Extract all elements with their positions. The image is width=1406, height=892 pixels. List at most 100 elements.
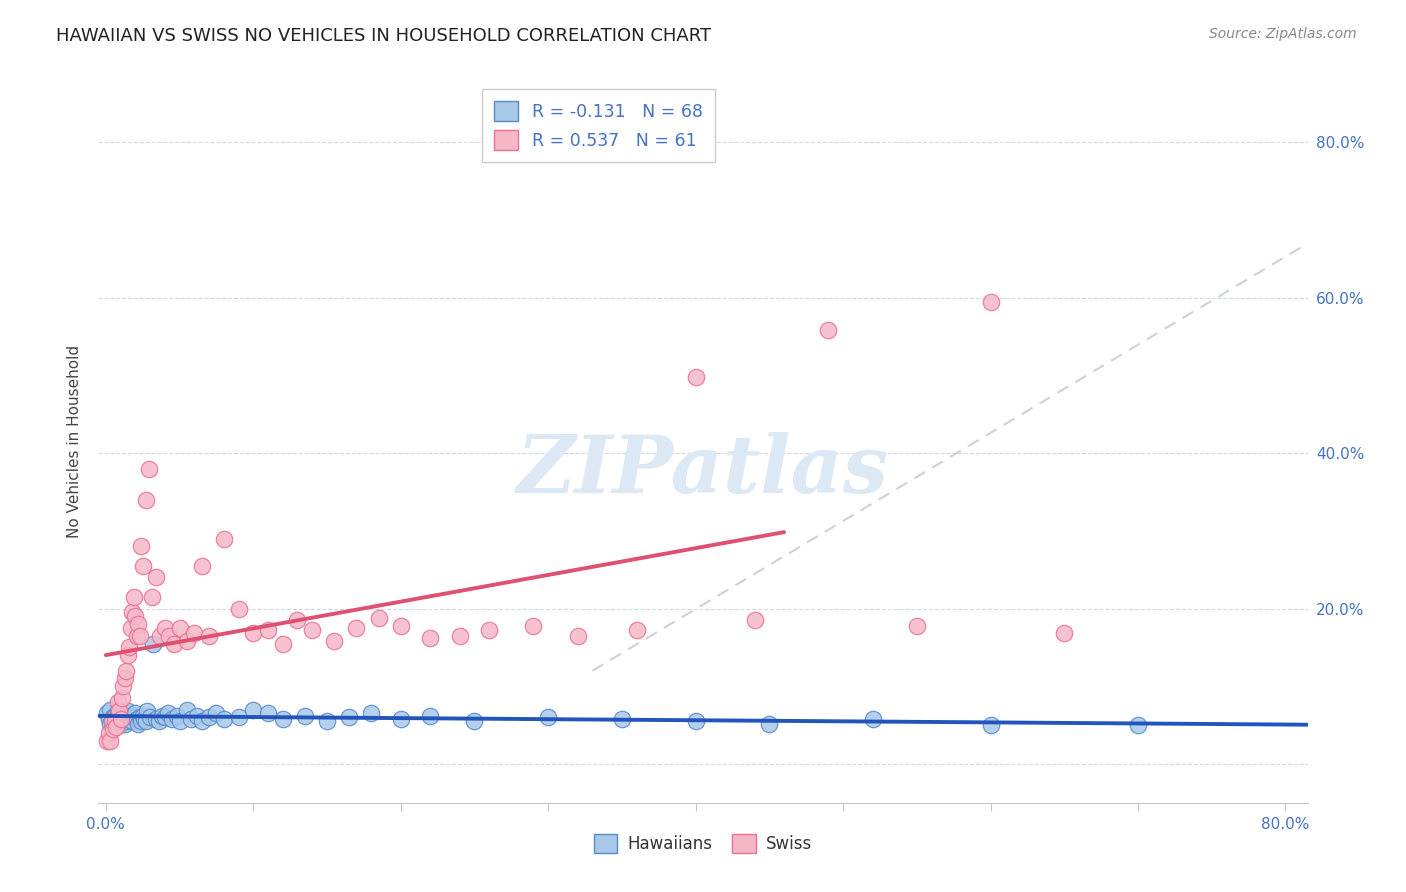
Point bbox=[101, 722, 124, 736]
Point bbox=[522, 618, 544, 632]
Point bbox=[125, 712, 148, 726]
Point bbox=[136, 704, 159, 718]
Point bbox=[96, 706, 118, 721]
Text: HAWAIIAN VS SWISS NO VEHICLES IN HOUSEHOLD CORRELATION CHART: HAWAIIAN VS SWISS NO VEHICLES IN HOUSEHO… bbox=[56, 27, 711, 45]
Point bbox=[287, 613, 309, 627]
Point bbox=[242, 626, 264, 640]
Point bbox=[118, 640, 141, 655]
Point bbox=[135, 714, 157, 729]
Point bbox=[101, 710, 124, 724]
Point bbox=[156, 706, 179, 721]
Point bbox=[122, 590, 145, 604]
Point bbox=[149, 629, 172, 643]
Legend: Hawaiians, Swiss: Hawaiians, Swiss bbox=[588, 827, 818, 860]
Point bbox=[337, 710, 360, 724]
Point bbox=[980, 718, 1002, 732]
Point bbox=[145, 570, 167, 584]
Point bbox=[128, 710, 150, 724]
Point bbox=[128, 629, 150, 643]
Point bbox=[117, 704, 139, 718]
Point bbox=[121, 606, 143, 620]
Point bbox=[257, 624, 280, 638]
Point bbox=[115, 714, 138, 729]
Point bbox=[862, 712, 884, 726]
Point bbox=[129, 540, 152, 554]
Point bbox=[160, 712, 183, 726]
Point bbox=[107, 704, 129, 718]
Point bbox=[157, 629, 180, 643]
Point bbox=[198, 629, 221, 643]
Point bbox=[117, 648, 139, 663]
Point bbox=[389, 618, 412, 632]
Point bbox=[190, 714, 212, 729]
Point bbox=[419, 708, 441, 723]
Point bbox=[107, 695, 129, 709]
Point bbox=[212, 532, 235, 546]
Point bbox=[148, 714, 170, 729]
Point bbox=[567, 629, 589, 643]
Point bbox=[228, 710, 250, 724]
Point bbox=[685, 370, 707, 384]
Point bbox=[449, 629, 471, 643]
Point bbox=[114, 710, 136, 724]
Point bbox=[96, 733, 118, 747]
Point bbox=[162, 636, 184, 650]
Point bbox=[118, 712, 141, 726]
Point bbox=[111, 706, 134, 721]
Point bbox=[257, 706, 280, 721]
Point bbox=[100, 714, 122, 729]
Point bbox=[980, 294, 1002, 309]
Point bbox=[610, 712, 633, 726]
Point bbox=[124, 706, 146, 721]
Point bbox=[135, 492, 157, 507]
Point bbox=[176, 634, 198, 648]
Point bbox=[111, 690, 134, 705]
Y-axis label: No Vehicles in Household: No Vehicles in Household bbox=[67, 345, 83, 538]
Point bbox=[124, 609, 146, 624]
Point bbox=[121, 714, 143, 729]
Point bbox=[198, 710, 221, 724]
Point bbox=[1126, 718, 1149, 732]
Point bbox=[419, 631, 441, 645]
Point bbox=[153, 621, 176, 635]
Point bbox=[169, 714, 191, 729]
Point bbox=[294, 708, 316, 723]
Point bbox=[685, 714, 707, 729]
Point bbox=[114, 672, 136, 686]
Point bbox=[142, 636, 165, 650]
Text: Source: ZipAtlas.com: Source: ZipAtlas.com bbox=[1209, 27, 1357, 41]
Point bbox=[212, 712, 235, 726]
Point bbox=[134, 712, 156, 726]
Point bbox=[242, 702, 264, 716]
Point bbox=[301, 624, 323, 638]
Point bbox=[100, 714, 122, 729]
Point bbox=[120, 621, 142, 635]
Point bbox=[758, 716, 780, 731]
Point bbox=[190, 558, 212, 573]
Point bbox=[271, 712, 294, 726]
Point bbox=[115, 664, 138, 678]
Point bbox=[153, 710, 176, 724]
Point bbox=[129, 714, 152, 729]
Point bbox=[360, 706, 382, 721]
Point bbox=[107, 714, 129, 729]
Point bbox=[205, 706, 228, 721]
Point bbox=[323, 634, 346, 648]
Point bbox=[125, 629, 148, 643]
Text: ZIPatlas: ZIPatlas bbox=[517, 432, 889, 509]
Point bbox=[145, 712, 167, 726]
Point bbox=[141, 590, 163, 604]
Point bbox=[112, 712, 135, 726]
Point bbox=[166, 708, 188, 723]
Point bbox=[110, 710, 132, 724]
Point bbox=[389, 712, 412, 726]
Point bbox=[114, 716, 136, 731]
Point bbox=[367, 611, 389, 625]
Point bbox=[905, 618, 928, 632]
Point bbox=[131, 558, 153, 573]
Point bbox=[97, 712, 120, 726]
Point bbox=[112, 679, 135, 693]
Point bbox=[104, 708, 127, 723]
Point bbox=[138, 461, 160, 475]
Point bbox=[105, 720, 128, 734]
